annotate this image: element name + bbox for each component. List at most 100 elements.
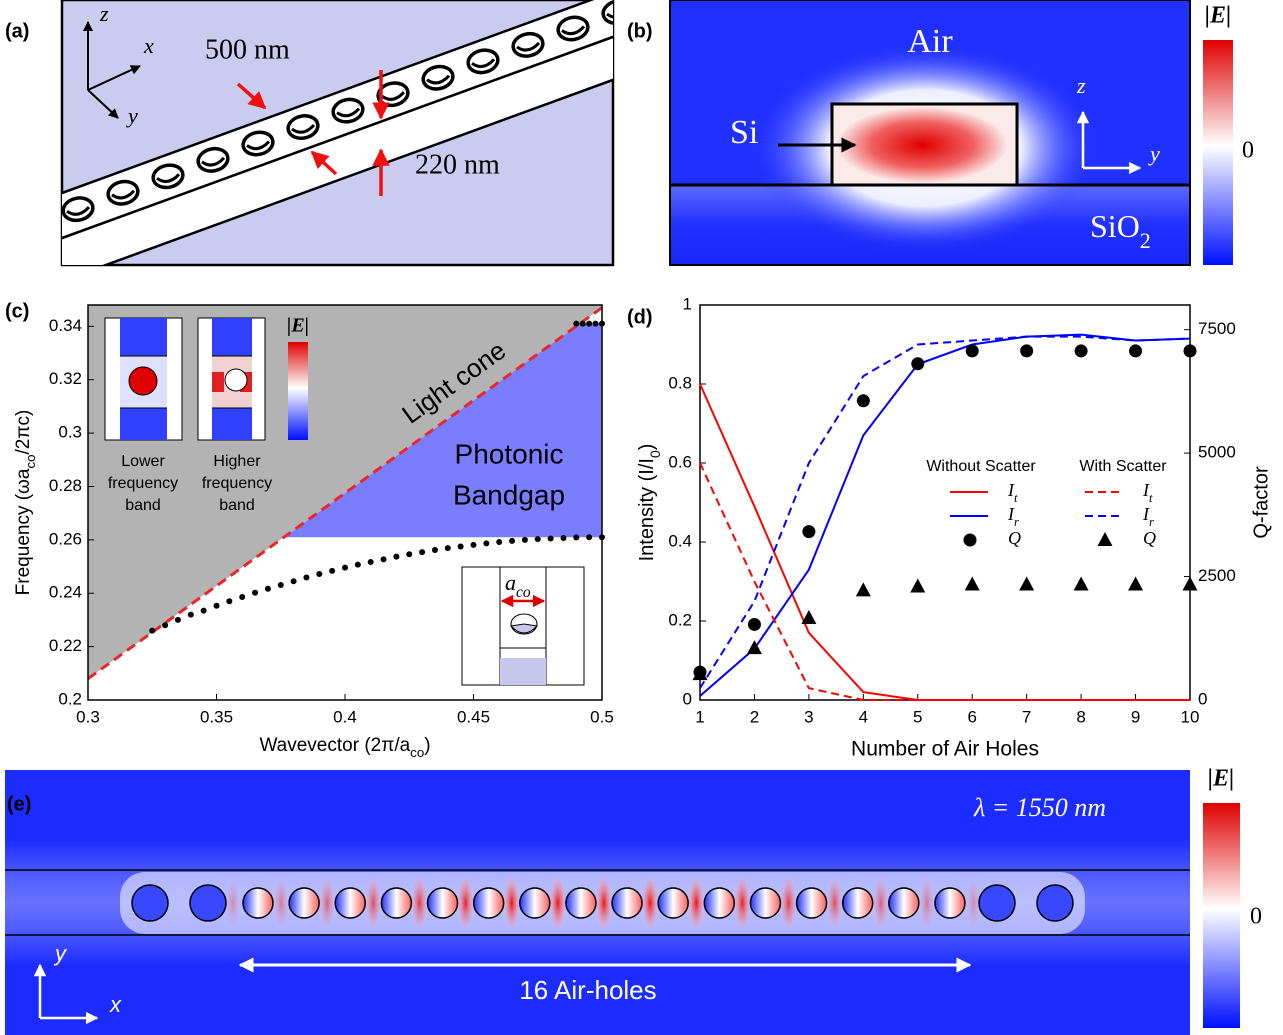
q-point [965,576,980,590]
band-point [393,554,399,560]
y-tick-label: 1 [683,294,692,313]
air-hole [750,888,780,918]
y2-tick-label: 5000 [1198,443,1236,462]
x-tick-label: 7 [1022,707,1031,726]
air-hole [381,888,411,918]
legend-marker [1098,532,1113,546]
air-hole [243,888,273,918]
field-peak [837,107,1007,183]
subscript: co [23,454,38,468]
air-hole [612,888,642,918]
x-tick-label: 0.35 [200,707,233,726]
panel-label: (e) [7,793,31,815]
x-tick-label: 10 [1181,707,1200,726]
text-part: a [505,570,516,595]
y-tick-label: 0 [683,689,692,708]
band-point [342,565,348,571]
band-point [560,535,566,541]
x-tick-label: 3 [804,707,813,726]
band-point [175,617,181,623]
legend-title: With Scatter [1079,458,1167,475]
panel-d: (d) 1234567891000.20.40.60.8102500500075… [627,294,1272,760]
band-point [458,544,464,550]
air-hole [335,888,365,918]
band-point [496,539,502,545]
q-point [1129,344,1142,357]
subscript: co [410,745,424,760]
air-hole [704,888,734,918]
text-part: Frequency (ωa [13,468,34,595]
q-point [910,578,925,592]
band-point [548,536,554,542]
text-part: Wavevector (2π/a [259,735,410,756]
q-point [1019,576,1034,590]
q-point [801,610,816,624]
air-hole [935,888,965,918]
colorbar [1203,803,1240,1028]
x-tick-label: 0.4 [333,707,357,726]
field-lobe [365,877,381,929]
field-lobe [734,877,750,929]
field-lobe [411,877,427,929]
air-hole [1037,885,1073,921]
field-lobe [873,877,889,929]
y-tick-label: 0.8 [668,373,692,392]
axis-name: z [99,1,109,26]
field-lobe [919,877,935,929]
x-tick-label: 4 [859,707,868,726]
field-lobe [458,877,474,929]
y-axis-label: Intensity (I/I0) [636,444,662,562]
y-tick-label: 0.34 [49,316,82,335]
x-tick-label: 6 [967,707,976,726]
series-line [700,463,1190,700]
region-label: Air [907,23,953,60]
x-axis-label: Number of Air Holes [851,738,1039,761]
band-point [188,612,194,618]
band-point [432,547,438,553]
field-lobe [780,877,796,929]
x-tick-label: 1 [695,707,704,726]
x-tick-label: 8 [1076,707,1085,726]
legend-label: It [1142,480,1153,505]
band-point [580,321,586,327]
band-point [586,534,592,540]
field-lobe [225,877,241,929]
band-point [278,582,284,588]
band-point [239,594,245,600]
series-line [700,337,1190,689]
text-part: /2πc) [13,410,34,455]
y-tick-label: 0.2 [668,610,692,629]
field-lobe [596,877,612,929]
x-tick-label: 5 [913,707,922,726]
q-point [857,394,870,407]
bandgap-label: Photonic [455,438,564,469]
q-point [1075,344,1088,357]
air-hole [658,888,688,918]
series-line [700,384,1190,700]
axis-name: x [143,33,154,58]
y2-tick-label: 7500 [1198,319,1236,338]
colorbar-label: 0 [1242,138,1254,164]
legend-label: It [1007,480,1018,505]
field-lobe [273,877,289,929]
y-tick-label: 0.2 [58,689,82,708]
dimension-label: 220 nm [415,149,500,180]
colorbar [1203,40,1233,265]
colorbar-title: |E| [1208,766,1235,792]
band-point [265,586,271,592]
axis-name: x [109,992,122,1017]
band-point [303,574,309,580]
air-hole [979,885,1015,921]
mode-inset [198,318,265,440]
x-tick-label: 0.5 [590,707,614,726]
x-tick-label: 0.45 [457,707,490,726]
subscript: 2 [1140,228,1151,253]
band-point [593,321,599,327]
band-point [406,551,412,557]
q-point [748,618,761,631]
annotation: λ = 1550 nm [973,793,1106,822]
inset-label: Higher [213,453,261,470]
legend-label: Ir [1007,504,1019,529]
inset-label: frequency [108,475,178,492]
subscript: co [516,584,531,601]
